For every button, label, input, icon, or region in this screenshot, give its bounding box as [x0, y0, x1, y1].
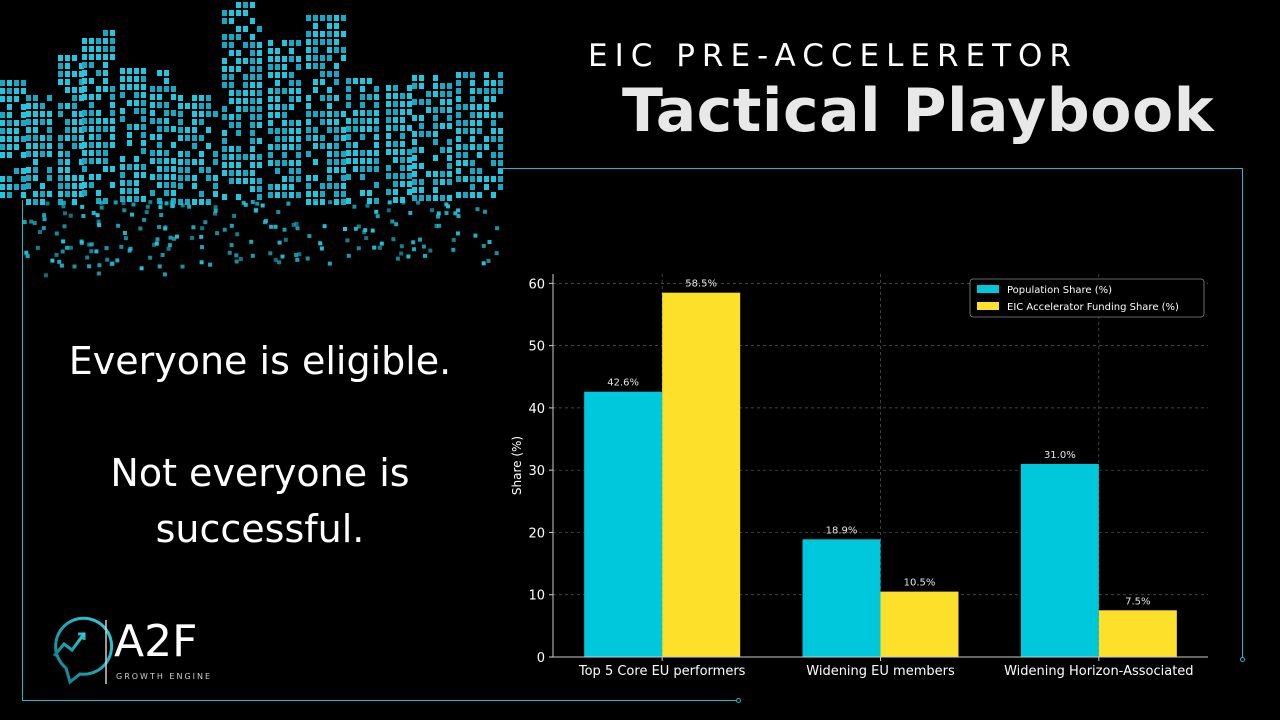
frame-bottom-line: [22, 700, 738, 701]
legend-swatch: [977, 302, 999, 310]
bar-value-label: 18.9%: [826, 525, 858, 536]
city-skyline-graphic: [0, 2, 503, 278]
message-line-1: Everyone is eligible.: [68, 339, 452, 383]
frame-right-line: [1242, 168, 1243, 660]
bar-value-label: 31.0%: [1044, 450, 1076, 461]
y-tick-label: 20: [528, 526, 545, 541]
trend-arrow-speech-bubble-icon: [52, 616, 114, 685]
y-tick-label: 0: [537, 651, 545, 666]
frame-dot: [736, 698, 741, 703]
frame-left-line: [22, 200, 23, 700]
y-tick-label: 60: [528, 277, 545, 292]
page-title: Tactical Playbook: [622, 76, 1215, 146]
bar: [1020, 463, 1099, 657]
y-tick-label: 10: [528, 589, 545, 604]
brand-name: A2F: [114, 616, 198, 667]
x-tick-label: Top 5 Core EU performers: [578, 664, 746, 679]
message-line-2: Not everyone is: [110, 451, 410, 495]
x-tick-label: Widening EU members: [806, 664, 955, 679]
message-line-3: successful.: [155, 507, 365, 551]
header-kicker: EIC PRE-ACCELERETOR: [588, 38, 1078, 74]
bar-chart: 42.6% 18.9% 31.0% 58.5% 10.5% 7.5% 0 10 20 30 40 50…: [510, 274, 1208, 679]
brand-tagline: GROWTH ENGINE: [116, 672, 213, 681]
frame-dot: [1240, 657, 1245, 662]
bar-value-label: 7.5%: [1125, 596, 1150, 607]
skyline-windows: [0, 2, 503, 278]
bar-value-label: 10.5%: [904, 578, 936, 589]
bar-value-label: 42.6%: [607, 378, 639, 389]
y-tick-label: 30: [528, 464, 545, 479]
bar: [662, 292, 741, 657]
legend-swatch: [977, 285, 999, 293]
legend-label: Population Share (%): [1007, 285, 1112, 296]
bar: [1098, 610, 1177, 657]
frame-top-line: [500, 168, 1242, 169]
y-tick-label: 40: [528, 402, 545, 417]
legend-label: EIC Accelerator Funding Share (%): [1007, 302, 1179, 313]
y-tick-label: 50: [528, 340, 545, 355]
bar-value-label: 58.5%: [685, 279, 717, 290]
x-tick-label: Widening Horizon-Associated: [1004, 664, 1193, 679]
y-axis-label: Share (%): [510, 436, 524, 495]
bar: [880, 591, 959, 657]
legend-box: [969, 278, 1205, 318]
bar: [802, 539, 881, 657]
bar: [584, 391, 663, 657]
